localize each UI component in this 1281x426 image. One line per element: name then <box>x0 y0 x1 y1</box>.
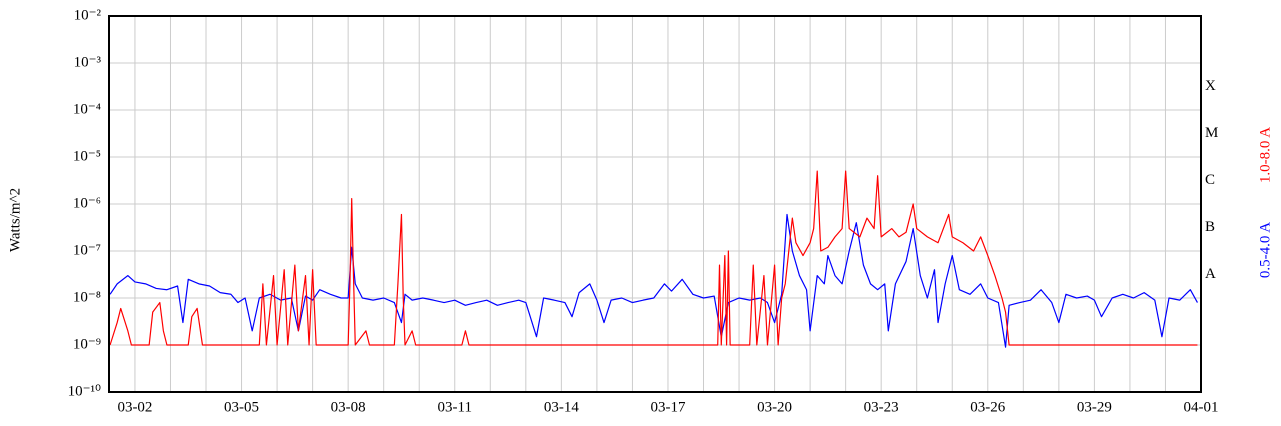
y-tick-label: 10⁻⁸ <box>73 289 101 305</box>
y-tick-label: 10⁻⁵ <box>73 148 101 164</box>
series-line <box>109 170 1198 346</box>
y-tick-label: 10⁻² <box>74 7 102 23</box>
legend-label: 0.5-4.0 A <box>1257 222 1273 278</box>
flare-class-label: A <box>1205 266 1216 282</box>
x-tick-label: 03-17 <box>650 399 685 415</box>
x-tick-label: 03-11 <box>438 399 472 415</box>
x-tick-label: 04-01 <box>1184 399 1219 415</box>
series-line <box>109 213 1198 348</box>
y-tick-label: 10⁻³ <box>74 54 102 70</box>
x-tick-label: 03-29 <box>1077 399 1112 415</box>
x-tick-label: 03-02 <box>117 399 152 415</box>
x-tick-label: 03-20 <box>757 399 792 415</box>
x-tick-label: 03-26 <box>970 399 1005 415</box>
y-tick-label: 10⁻⁴ <box>73 101 101 117</box>
y-tick-label: 10⁻⁷ <box>73 242 101 258</box>
plot-frame <box>108 15 1202 393</box>
x-tick-label: 03-05 <box>224 399 259 415</box>
legend-label: 1.0-8.0 A <box>1257 127 1273 183</box>
flare-class-label: M <box>1205 125 1218 141</box>
x-tick-label: 03-23 <box>864 399 899 415</box>
y-axis-label: Watts/m^2 <box>7 188 23 252</box>
y-tick-label: 10⁻⁶ <box>73 195 101 211</box>
flare-class-label: B <box>1205 219 1215 235</box>
y-tick-label: 10⁻¹⁰ <box>68 383 101 399</box>
y-tick-label: 10⁻⁹ <box>73 336 101 352</box>
flare-class-label: X <box>1205 78 1216 94</box>
x-tick-label: 03-14 <box>544 399 579 415</box>
x-tick-label: 03-08 <box>331 399 366 415</box>
flare-class-label: C <box>1205 172 1215 188</box>
